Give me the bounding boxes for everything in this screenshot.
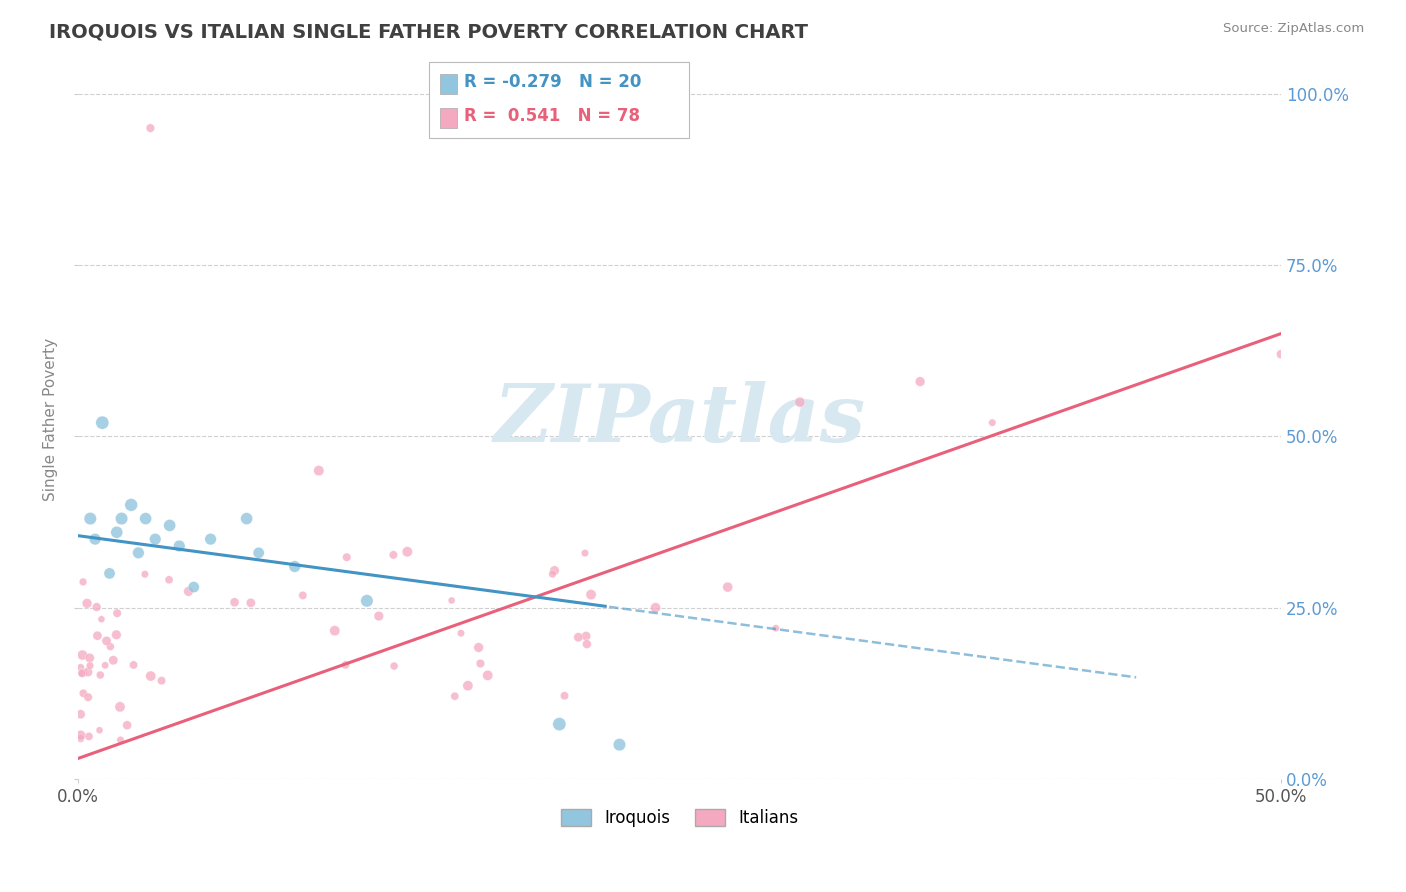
Point: [981, 416, 1004, 430]
Point: [72, 686, 94, 700]
Point: [717, 580, 740, 594]
Point: [765, 621, 787, 635]
Point: [69, 728, 91, 742]
Point: [86, 600, 108, 615]
Point: [554, 689, 576, 703]
Point: [367, 609, 389, 624]
Point: [108, 699, 131, 714]
Y-axis label: Single Father Poverty: Single Father Poverty: [44, 338, 58, 500]
Point: [789, 395, 811, 409]
Point: [579, 588, 602, 602]
Text: R =  0.541   N = 78: R = 0.541 N = 78: [464, 107, 640, 125]
Point: [356, 594, 378, 608]
Point: [644, 600, 666, 615]
Point: [382, 548, 405, 562]
Point: [86, 629, 108, 643]
Point: [574, 546, 596, 560]
Point: [122, 657, 145, 672]
Point: [150, 673, 173, 688]
Point: [157, 573, 180, 587]
Point: [235, 511, 257, 525]
Point: [183, 580, 205, 594]
Point: [127, 546, 149, 560]
Point: [79, 651, 101, 665]
Point: [443, 689, 465, 703]
Point: [135, 511, 157, 525]
Point: [200, 532, 222, 546]
Point: [115, 718, 138, 732]
Point: [77, 665, 100, 679]
Point: [457, 679, 479, 693]
Point: [467, 640, 489, 655]
Point: [72, 574, 94, 589]
Point: [90, 612, 112, 626]
Point: [72, 665, 94, 680]
Point: [224, 595, 246, 609]
Point: [336, 550, 359, 565]
Point: [69, 707, 91, 722]
Point: [169, 539, 191, 553]
Point: [548, 717, 571, 731]
Point: [134, 567, 156, 582]
Point: [110, 511, 132, 525]
Point: [284, 559, 307, 574]
Point: [323, 624, 346, 638]
Point: [440, 593, 463, 607]
Legend: Iroquois, Italians: Iroquois, Italians: [553, 800, 807, 835]
Point: [139, 669, 162, 683]
Point: [100, 640, 122, 654]
Text: ZIPatlas: ZIPatlas: [494, 381, 866, 458]
Text: IROQUOIS VS ITALIAN SINGLE FATHER POVERTY CORRELATION CHART: IROQUOIS VS ITALIAN SINGLE FATHER POVERT…: [49, 22, 808, 41]
Point: [120, 498, 142, 512]
Text: Source: ZipAtlas.com: Source: ZipAtlas.com: [1223, 22, 1364, 36]
Point: [69, 660, 91, 674]
Point: [139, 121, 162, 136]
Point: [541, 567, 564, 582]
Point: [91, 416, 114, 430]
Point: [110, 732, 132, 747]
Point: [96, 634, 118, 648]
Point: [98, 566, 121, 581]
Point: [477, 668, 499, 682]
Point: [908, 375, 931, 389]
Point: [84, 532, 107, 546]
Point: [1270, 347, 1292, 361]
Point: [450, 626, 472, 640]
Point: [382, 659, 405, 673]
Point: [239, 596, 262, 610]
Point: [575, 637, 598, 651]
Point: [69, 731, 91, 746]
Point: [70, 666, 93, 681]
Point: [575, 629, 598, 643]
Point: [247, 546, 270, 560]
Point: [105, 525, 128, 540]
Point: [335, 657, 357, 672]
Point: [308, 464, 330, 478]
Point: [543, 564, 565, 578]
Point: [89, 668, 111, 682]
Point: [89, 723, 111, 738]
Point: [396, 545, 419, 559]
Point: [77, 690, 100, 705]
Point: [79, 658, 101, 673]
Point: [79, 511, 101, 525]
Point: [105, 628, 128, 642]
Point: [177, 584, 200, 599]
Point: [94, 658, 117, 673]
Text: R = -0.279   N = 20: R = -0.279 N = 20: [464, 73, 641, 91]
Point: [470, 657, 492, 671]
Point: [77, 730, 100, 744]
Point: [159, 518, 181, 533]
Point: [609, 738, 631, 752]
Point: [76, 596, 98, 610]
Point: [291, 588, 314, 602]
Point: [72, 648, 94, 662]
Point: [103, 653, 125, 667]
Point: [105, 606, 128, 620]
Point: [567, 630, 589, 644]
Point: [143, 532, 166, 546]
